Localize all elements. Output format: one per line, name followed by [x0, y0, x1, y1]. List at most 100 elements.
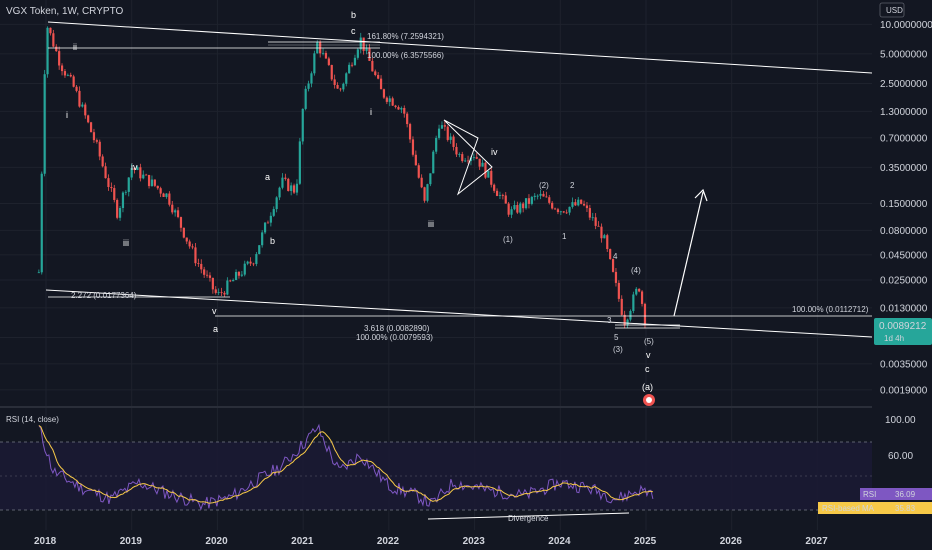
candle-body	[263, 222, 267, 233]
lower-trendline[interactable]	[45, 289, 873, 338]
candle-body	[95, 140, 98, 142]
wave-2-small: 2	[570, 181, 575, 190]
time-tick-label: 2025	[634, 536, 657, 547]
price-tick-label: 0.0130000	[880, 303, 928, 314]
candle-body	[275, 197, 278, 210]
candle-body	[635, 288, 638, 295]
price-tick-label: 0.0450000	[880, 250, 928, 261]
triangle-pattern[interactable]	[443, 119, 493, 196]
candle-body	[571, 202, 574, 207]
fib-100-top-label: 100.00% (6.3575566)	[367, 51, 444, 60]
candle-body	[437, 128, 441, 138]
candle-body	[394, 105, 397, 108]
candle-body	[545, 196, 548, 198]
candle-body	[556, 209, 560, 213]
wave-c-top: c	[351, 26, 356, 36]
candle-body	[356, 49, 359, 58]
price-tick-label: 0.0019000	[880, 385, 928, 396]
fib-100-low-label: 100.00% (0.0079593)	[356, 333, 433, 342]
last-price: 0.0089212	[879, 321, 927, 332]
candle-body	[110, 187, 113, 189]
wave-i-a: i	[66, 110, 68, 120]
rsi-ma-line	[38, 425, 654, 504]
ma-badge-label: RSI-based MA	[822, 504, 875, 513]
candle-body	[116, 199, 119, 218]
candle-body	[507, 203, 510, 215]
candle-body	[78, 90, 81, 107]
price-tick-label: 0.0250000	[880, 275, 928, 286]
candle-body	[597, 225, 600, 227]
candle-body	[348, 64, 351, 74]
candle-body	[98, 141, 101, 157]
event-icon-inner	[646, 397, 652, 403]
candle-body	[568, 206, 571, 213]
divergence-line[interactable]	[427, 512, 630, 520]
candle-body	[475, 157, 478, 159]
wave-5-paren: (5)	[644, 337, 654, 346]
candle-body	[232, 280, 235, 282]
candle-body	[530, 196, 533, 204]
candle-body	[72, 76, 75, 87]
wave-labels: ii i iii iv v a a b b c i iii iv (1) (2)…	[66, 10, 654, 392]
currency-label: USD	[886, 6, 903, 15]
time-tick-label: 2027	[805, 536, 828, 547]
candle-body	[551, 202, 554, 209]
price-tick-label: 2.5000000	[880, 79, 928, 90]
candle-body	[606, 235, 609, 250]
candle-body	[533, 195, 536, 197]
candle-body	[539, 193, 542, 196]
candle-body	[336, 84, 339, 89]
candle-body	[101, 156, 104, 167]
candle-body	[185, 237, 188, 242]
upper-trendline[interactable]	[47, 21, 873, 74]
candle-body	[188, 241, 191, 247]
candle-body	[107, 178, 110, 188]
candle-body	[171, 204, 174, 213]
candle-body	[452, 136, 455, 147]
candle-body	[420, 177, 423, 188]
candle-body	[632, 294, 635, 311]
rsi-title[interactable]: RSI (14, close)	[6, 415, 59, 424]
price-ticks: 10.0000000 5.0000000 2.5000000 1.3000000 0.7…	[880, 20, 932, 397]
wave-3-small: 3	[607, 316, 612, 325]
fib-2272-label: 2.272 (0.0177364)	[71, 291, 137, 300]
candle-body	[359, 37, 362, 50]
candle-body	[623, 314, 626, 326]
projection-arrow[interactable]	[673, 191, 704, 317]
candle-body	[142, 174, 145, 179]
candle-body	[432, 151, 435, 174]
candle-body	[191, 246, 194, 248]
price-tick-label: 0.3500000	[880, 163, 928, 174]
candle-body	[55, 46, 58, 52]
candle-body	[495, 190, 499, 196]
wave-a-a: a	[213, 324, 218, 334]
time-ticks: 2018 2019 2020 2021 2022 2023 2024 2025 2026 2027	[34, 536, 828, 547]
candle-body	[408, 124, 412, 140]
candle-body	[136, 167, 139, 171]
wave-a-paren: (a)	[642, 382, 653, 392]
candles	[37, 26, 647, 329]
candle-body	[342, 83, 345, 90]
rsi-badge	[860, 488, 882, 500]
candle-body	[391, 98, 394, 106]
candle-body	[577, 199, 580, 206]
time-axis[interactable]	[0, 530, 932, 550]
candle-body	[49, 27, 52, 34]
candle-body	[350, 64, 354, 66]
candle-body	[414, 154, 417, 166]
candle-body	[290, 185, 293, 191]
candle-body	[284, 177, 287, 179]
time-tick-label: 2020	[205, 536, 228, 547]
time-tick-label: 2024	[548, 536, 571, 547]
candle-body	[626, 319, 629, 326]
candle-body	[104, 166, 107, 179]
wave-ii: ii	[73, 42, 77, 52]
candle-body	[269, 215, 272, 223]
chart-title: VGX Token, 1W, CRYPTO	[6, 6, 123, 17]
candle-body	[304, 88, 307, 109]
candle-body	[46, 27, 49, 75]
candle-body	[469, 157, 473, 162]
price-tick-label: 5.0000000	[880, 49, 928, 60]
currency-box[interactable]	[879, 2, 905, 18]
